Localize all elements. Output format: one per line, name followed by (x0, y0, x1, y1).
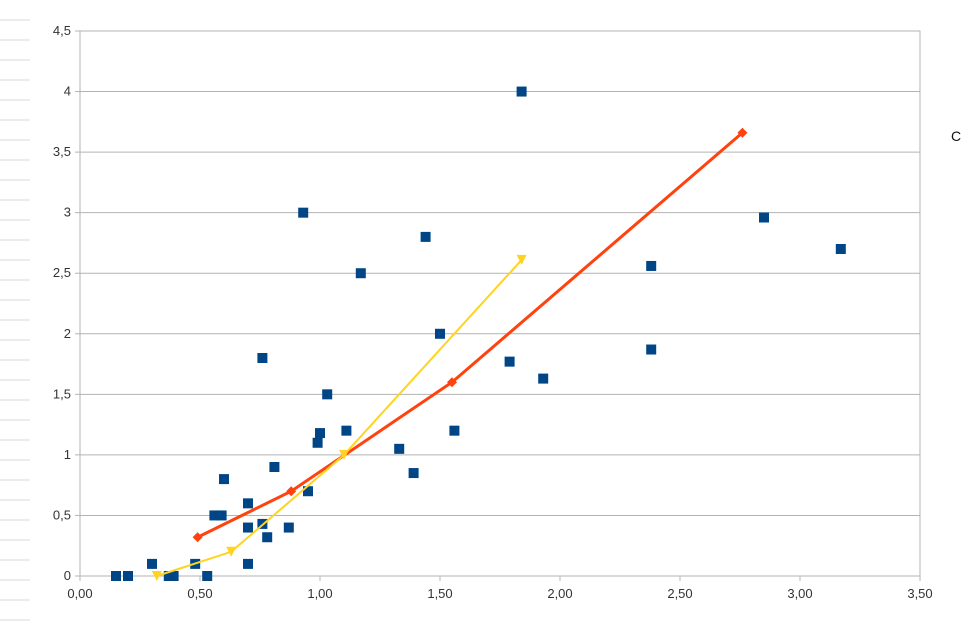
y-tick-label: 1,5 (53, 386, 71, 401)
series-line (196, 131, 744, 539)
data-point (516, 254, 527, 265)
plot-border (79, 30, 921, 577)
data-point (243, 558, 253, 569)
background-row-stripes (0, 19, 30, 621)
data-point (262, 532, 273, 543)
y-tick-label: 3,5 (53, 144, 71, 159)
data-point (420, 231, 431, 242)
data-point (123, 571, 133, 581)
data-point (341, 425, 352, 436)
axis-ticks (75, 30, 921, 581)
data-point (538, 373, 549, 384)
data-point (516, 86, 527, 97)
data-point (219, 474, 229, 485)
data-point (646, 260, 657, 271)
data-point (646, 344, 657, 355)
series-line (156, 259, 523, 577)
data-point (759, 212, 769, 223)
y-tick-label: 0,5 (53, 507, 71, 522)
data-point (216, 510, 227, 521)
data-point (111, 571, 121, 581)
data-point (298, 207, 309, 218)
data-point (243, 522, 253, 533)
y-tick-label: 4,5 (53, 23, 71, 38)
gridlines (80, 30, 920, 577)
data-point (303, 486, 313, 497)
data-point (504, 356, 515, 367)
data-point (435, 328, 445, 339)
data-point (447, 377, 457, 388)
x-tick-label: 3,50 (907, 586, 932, 601)
data-point (226, 546, 237, 557)
plot-area (79, 30, 921, 577)
data-point (269, 462, 280, 472)
data-point (286, 486, 297, 497)
data-point (192, 532, 203, 543)
data-point (312, 437, 323, 448)
x-tick-label: 0,50 (187, 586, 212, 601)
x-tick-label: 2,50 (667, 586, 692, 601)
series-3 (151, 254, 527, 581)
x-axis-tick-labels: 0,00 0,50 1,00 1,50 2,00 2,50 3,00 3,50 (67, 586, 932, 601)
data-point (315, 428, 325, 439)
data-point (151, 571, 162, 581)
y-tick-label: 3 (64, 205, 71, 220)
x-tick-label: 1,00 (307, 586, 332, 601)
series-1 (111, 86, 846, 581)
x-tick-label: 1,50 (427, 586, 452, 601)
data-point (339, 449, 349, 460)
data-point (147, 558, 157, 569)
data-point (737, 127, 748, 138)
y-axis-tick-labels: 0 0,5 1 1,5 2 2,5 3 3,5 4 4,5 (53, 23, 71, 583)
data-point (835, 244, 846, 254)
y-tick-label: 2,5 (53, 265, 71, 280)
data-point (408, 468, 419, 479)
data-point (449, 425, 460, 436)
y-tick-label: 2 (64, 326, 71, 341)
data-point (168, 571, 179, 581)
data-point (283, 522, 294, 533)
side-label-c: C (951, 128, 961, 144)
data-point (355, 268, 366, 279)
data-point (394, 443, 405, 454)
y-tick-label: 0 (64, 568, 71, 583)
data-point (202, 571, 213, 581)
y-tick-label: 1 (64, 447, 71, 462)
x-tick-label: 3,00 (787, 586, 812, 601)
data-point (322, 389, 333, 400)
x-tick-label: 0,00 (67, 586, 92, 601)
data-point (209, 510, 220, 521)
series-layer (111, 86, 846, 581)
data-point (243, 498, 253, 509)
x-tick-label: 2,00 (547, 586, 572, 601)
y-tick-label: 4 (64, 84, 71, 99)
data-point (257, 353, 268, 363)
series-2 (192, 127, 748, 543)
